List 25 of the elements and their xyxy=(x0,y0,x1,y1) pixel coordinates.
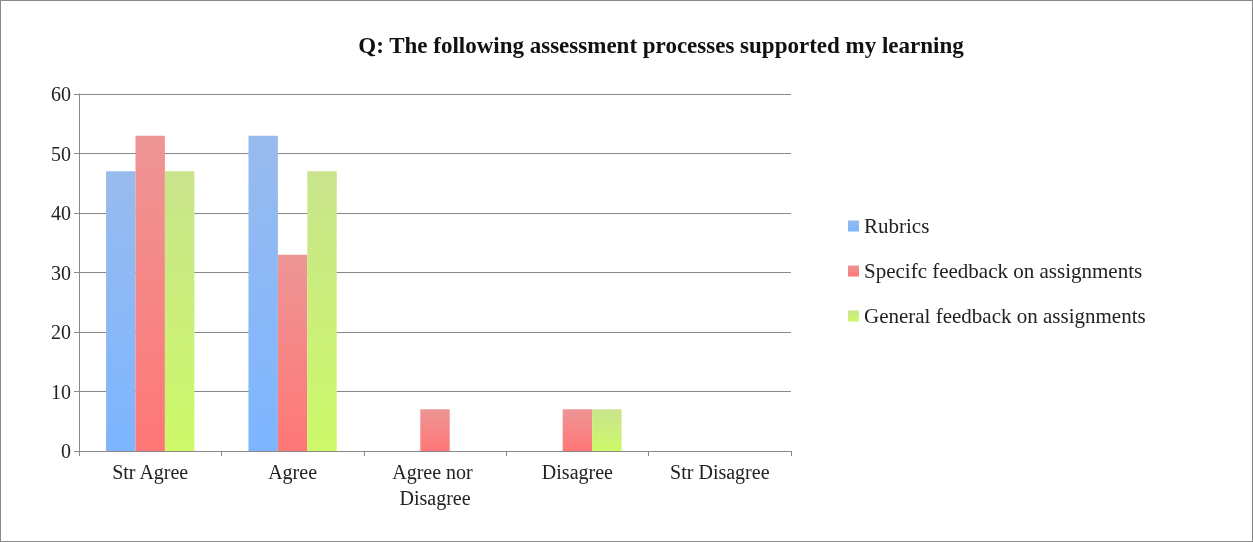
legend-label: General feedback on assignments xyxy=(864,304,1146,328)
y-tick-label: 20 xyxy=(51,321,71,343)
x-tick-label: Agree xyxy=(268,461,318,484)
bar xyxy=(277,254,308,451)
bar xyxy=(420,409,450,451)
legend-label: Rubrics xyxy=(864,214,930,238)
bar xyxy=(307,171,337,451)
y-tick-label: 0 xyxy=(61,440,71,462)
bar xyxy=(135,135,165,451)
bar xyxy=(248,135,278,451)
x-tick-label: Agree nor Disagree xyxy=(392,461,478,510)
bar xyxy=(562,409,593,451)
x-tick-label: Str Disagree xyxy=(670,461,770,484)
legend-label: Specifc feedback on assignments xyxy=(864,259,1143,283)
y-tick-label: 60 xyxy=(51,83,71,105)
bar xyxy=(592,409,622,451)
y-tick-label: 40 xyxy=(51,202,71,224)
y-tick-label: 10 xyxy=(51,380,71,403)
bar xyxy=(164,171,195,451)
x-tick-label: Disagree xyxy=(541,461,614,484)
y-tick-label: 30 xyxy=(51,261,71,284)
chart-title: Q: The following assessment processes supported my learning xyxy=(358,33,965,58)
x-tick-label: Str Agree xyxy=(112,461,189,484)
bar xyxy=(106,171,136,451)
y-tick-label: 50 xyxy=(51,142,71,165)
